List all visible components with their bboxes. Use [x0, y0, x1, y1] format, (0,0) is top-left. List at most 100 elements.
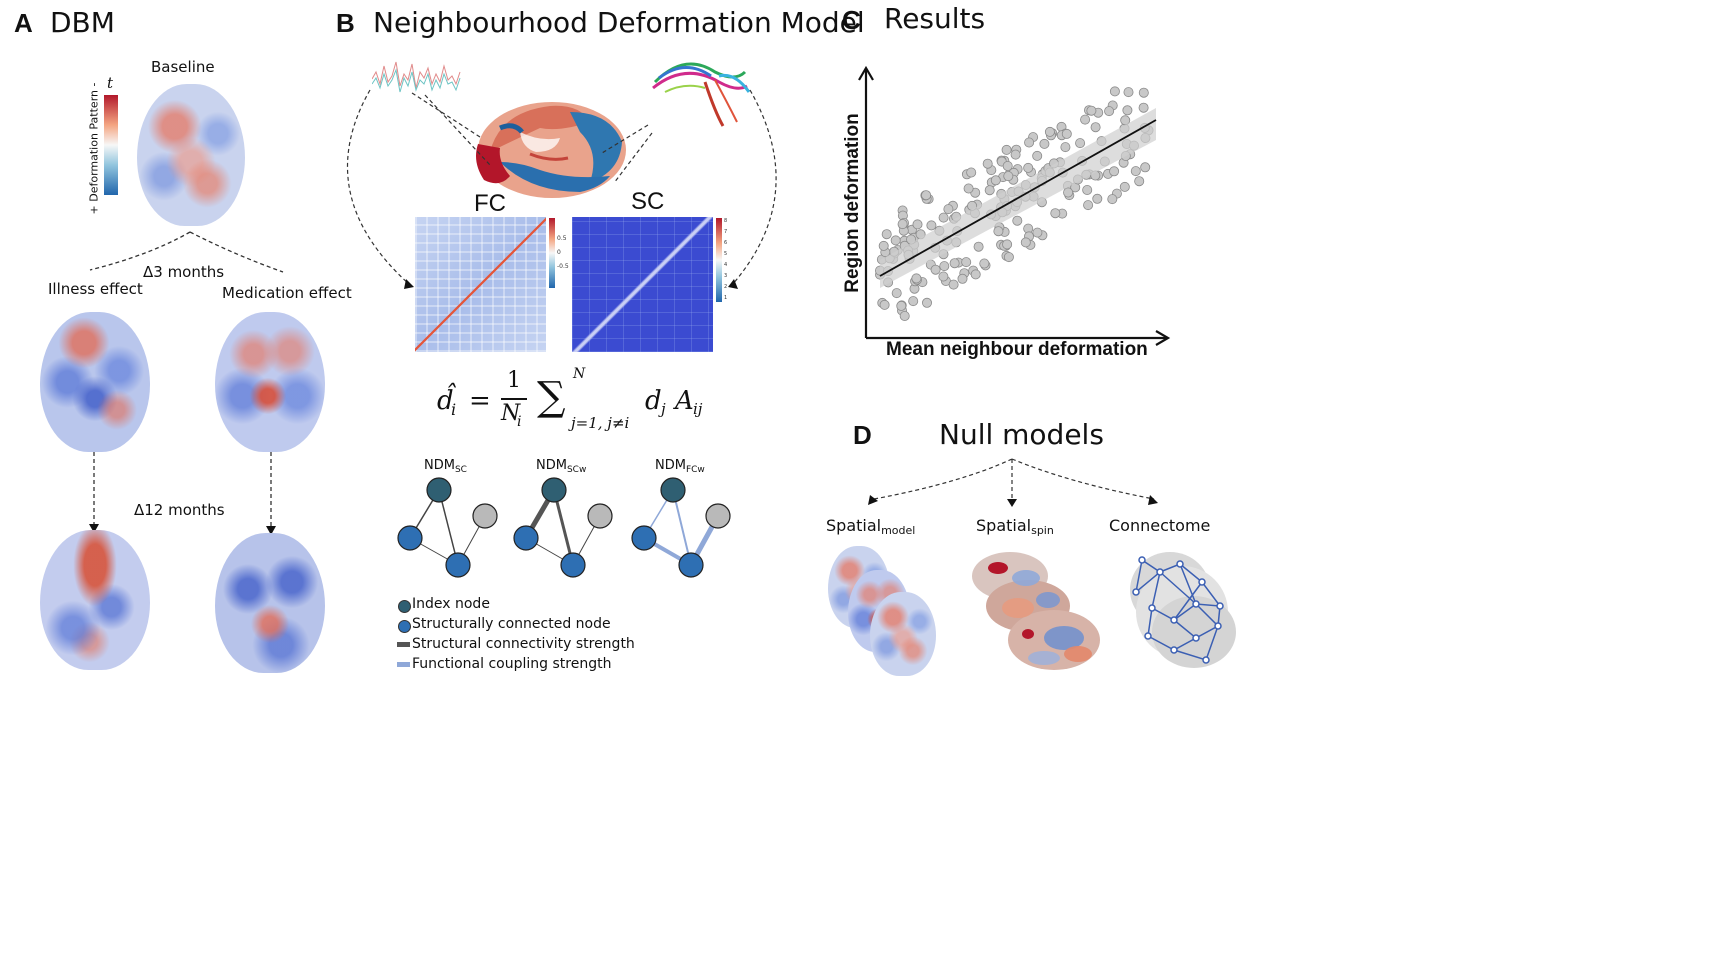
scatter-point — [1003, 171, 1014, 182]
fc-tick: 0 — [557, 249, 561, 256]
scatter-point — [896, 300, 907, 311]
medication-brain-3m — [215, 312, 325, 452]
colorbar-symbol: t — [107, 74, 114, 92]
scatter-point — [1119, 181, 1130, 192]
sc-tick: 6 — [724, 240, 728, 246]
deformation-colorbar — [104, 95, 118, 195]
formula-denominator-sub: i — [517, 414, 522, 430]
panel-a-letter: A — [14, 8, 33, 38]
formula-fraction-bar — [501, 398, 527, 400]
brain-surface — [476, 102, 626, 198]
medication-effect-label: Medication effect — [222, 284, 352, 302]
scatter-point — [979, 258, 990, 269]
scatter-point — [881, 229, 892, 240]
scatter-point — [1032, 150, 1043, 161]
panel-a-arrows — [89, 231, 284, 535]
scatter-point — [939, 261, 950, 272]
ndm-sc-name: NDM — [424, 458, 455, 473]
legend-structural-strength-icon — [397, 642, 410, 647]
scatter-point — [973, 241, 984, 252]
scatter-point — [943, 204, 954, 215]
scatter-point — [970, 269, 981, 280]
formula-sum-bottom: j=1, j≠i — [571, 414, 630, 432]
scatter-point — [1134, 176, 1145, 187]
scatter-point — [948, 279, 959, 290]
fc-matrix-diagonal — [415, 217, 546, 352]
panel-b-title: Neighbourhood Deformation Model — [373, 6, 865, 39]
panel-d-letter: D — [853, 420, 872, 450]
scatter-point — [1039, 138, 1050, 149]
delta-3-months-label: Δ3 months — [143, 263, 225, 281]
ndm-fcw-name: NDM — [655, 458, 686, 473]
ndm-sc-sub: SC — [454, 465, 467, 475]
null-model-connectome-label: Connectome — [1109, 516, 1211, 535]
spatial-spin-sub: spin — [1031, 524, 1054, 537]
fit-line — [879, 119, 1157, 277]
spatial-model-sub: model — [881, 524, 916, 537]
formula-term-d-sub: j — [661, 400, 666, 418]
scatter-point — [961, 257, 972, 268]
sc-title: SC — [631, 188, 665, 215]
fc-tick: 0.5 — [557, 235, 567, 242]
y-axis-label: Region deformation — [842, 113, 863, 293]
panel-c-letter: C — [842, 5, 861, 35]
scatter-point — [1010, 149, 1021, 160]
medication-brain-12m — [215, 533, 325, 673]
ndm-fcw-sub: FCw — [685, 465, 705, 475]
x-axis-label: Mean neighbour deformation — [886, 339, 1148, 360]
results-scatter-plot — [858, 65, 1171, 346]
scatter-point — [878, 240, 889, 251]
scatter-point — [1075, 138, 1086, 149]
scatter-point — [1104, 106, 1115, 117]
scatter-point — [1138, 87, 1149, 98]
ndm-scw-name: NDM — [536, 458, 567, 473]
spatial-model-name: Spatial — [826, 516, 882, 535]
scatter-point — [1090, 122, 1101, 133]
legend-index-node-icon — [398, 600, 411, 613]
panel-a-title: DBM — [50, 6, 115, 39]
null-model-spatial-model-label: Spatialmodel — [826, 516, 915, 537]
scatter-point — [1002, 239, 1013, 250]
x-axis-arrowhead — [1155, 330, 1171, 346]
fc-colorbar — [549, 218, 555, 288]
legend-index-node: Index node — [412, 596, 490, 612]
scatter-point — [1012, 215, 1023, 226]
legend-functional-strength: Functional coupling strength — [412, 656, 612, 672]
sc-colorbar — [716, 218, 722, 302]
panel-d-arrows — [868, 458, 1158, 507]
formula-lhs-sub: i — [451, 400, 457, 419]
sc-tick: 7 — [724, 229, 728, 235]
legend-connected-node-icon — [398, 620, 411, 633]
panel-c-title: Results — [884, 2, 986, 35]
scatter-point — [1044, 126, 1055, 137]
panel-b-letter: B — [336, 8, 355, 38]
sc-colorbar-ticks: 8 7 6 5 4 3 2 1 — [724, 216, 727, 304]
spatial-spin-surfaces — [972, 552, 1100, 670]
legend-structural-strength: Structural connectivity strength — [412, 636, 635, 652]
sc-tick: 1 — [724, 295, 728, 301]
sc-tick: 4 — [724, 262, 728, 268]
fc-title: FC — [474, 190, 506, 217]
scatter-point — [1032, 227, 1043, 238]
spatial-model-brain-3 — [870, 592, 936, 676]
scatter-point — [1050, 208, 1061, 219]
sc-tick: 2 — [724, 284, 728, 290]
scatter-point — [1107, 194, 1118, 205]
scatter-point — [1082, 185, 1093, 196]
scatter-point — [930, 264, 941, 275]
legend-functional-strength-icon — [397, 662, 410, 667]
scatter-point — [1140, 162, 1151, 173]
scatter-point — [949, 258, 960, 269]
scatter-point — [938, 271, 949, 282]
scatter-point — [957, 273, 968, 284]
tractography-image — [652, 62, 751, 127]
formula-denominator: N — [501, 401, 521, 426]
ndm-scw-label: NDMSCw — [536, 458, 586, 475]
scatter-point — [1120, 115, 1131, 126]
ndm-scw-sub: SCw — [566, 465, 587, 475]
formula-lhs: d̂ — [437, 386, 454, 416]
scatter-point — [1130, 166, 1141, 177]
baseline-brain — [137, 84, 245, 226]
scatter-point — [899, 310, 910, 321]
panel-d-title: Null models — [939, 418, 1104, 451]
